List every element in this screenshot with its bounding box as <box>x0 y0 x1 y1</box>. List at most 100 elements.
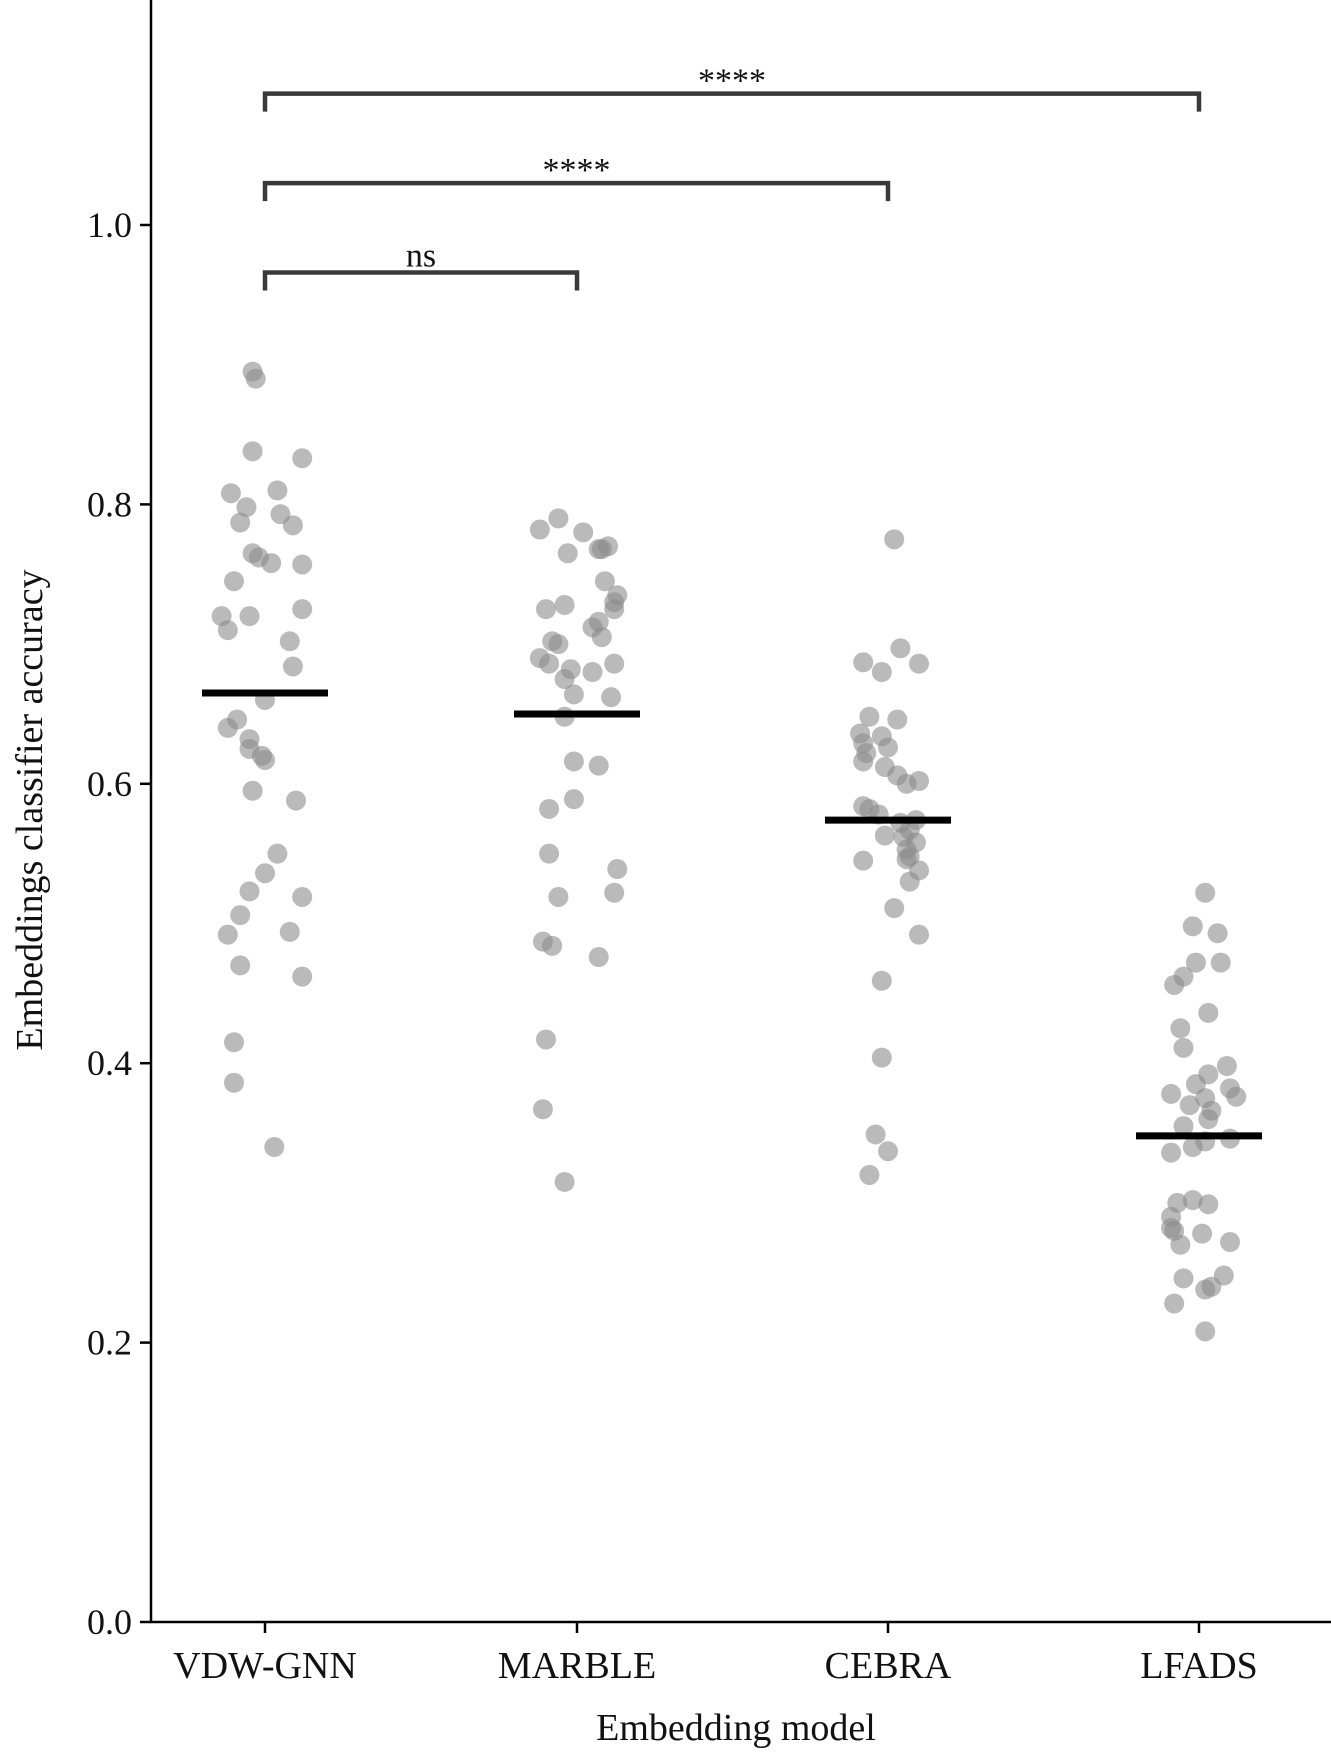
data-point <box>292 599 313 620</box>
category-label: VDW-GNN <box>173 1645 357 1687</box>
data-point <box>224 1032 244 1053</box>
data-point <box>909 924 929 945</box>
data-point <box>548 508 569 529</box>
data-point <box>604 653 625 674</box>
data-point <box>539 798 560 819</box>
data-point <box>1164 974 1185 995</box>
data-point <box>1161 1142 1182 1163</box>
data-point <box>1173 1037 1194 1058</box>
data-point <box>1220 1232 1240 1253</box>
data-point <box>230 955 251 976</box>
data-point <box>220 483 241 504</box>
data-point <box>532 1099 553 1120</box>
data-point <box>896 773 917 794</box>
data-point <box>230 512 251 533</box>
data-point <box>607 859 628 880</box>
data-point <box>224 571 244 592</box>
data-point <box>239 881 260 902</box>
data-point <box>261 553 282 574</box>
data-point <box>563 684 584 705</box>
data-point <box>267 480 288 501</box>
data-point <box>542 935 563 956</box>
data-point <box>1164 1293 1185 1314</box>
category-label: MARBLE <box>498 1645 656 1687</box>
data-point <box>563 789 584 810</box>
data-point <box>279 631 300 652</box>
significance-bracket <box>262 91 1202 112</box>
data-point <box>1198 1194 1219 1215</box>
data-point <box>853 652 874 673</box>
data-point <box>878 1141 898 1162</box>
data-point <box>242 441 263 462</box>
y-axis-ticks: 0.0 0.2 0.4 0.6 0.8 1.0 <box>87 205 151 1642</box>
data-point <box>1182 1190 1203 1211</box>
data-point <box>529 519 550 540</box>
data-point <box>217 717 238 738</box>
data-point <box>1182 916 1203 937</box>
data-point <box>230 905 251 926</box>
y-tick-label: 0.4 <box>87 1043 132 1083</box>
data-point <box>594 571 615 592</box>
data-point <box>874 825 895 846</box>
data-point <box>1198 1002 1219 1023</box>
data-point <box>255 750 275 771</box>
significance-bracket <box>262 180 891 202</box>
data-point <box>236 497 257 518</box>
data-point <box>1216 1055 1237 1076</box>
data-point <box>884 529 905 550</box>
data-point <box>604 599 625 620</box>
data-point <box>1185 952 1206 973</box>
y-axis-title: Embeddings classifier accuracy <box>9 569 51 1050</box>
data-point <box>604 882 625 903</box>
data-point <box>292 886 313 907</box>
data-point <box>279 921 300 942</box>
data-point <box>548 886 569 907</box>
data-point <box>1170 1018 1191 1039</box>
data-point <box>871 662 892 683</box>
significance-bracket <box>262 270 580 291</box>
data-point <box>217 620 238 641</box>
data-point <box>264 1137 285 1158</box>
data-point <box>871 970 892 991</box>
data-point <box>292 554 313 575</box>
data-point <box>1198 1109 1219 1130</box>
significance-label: **** <box>543 152 611 189</box>
data-point <box>871 1047 892 1068</box>
significance-label: ns <box>406 237 436 274</box>
data-point <box>292 448 313 469</box>
data-point <box>539 843 560 864</box>
data-point <box>865 1124 886 1145</box>
data-point <box>554 669 575 690</box>
data-point <box>582 662 603 683</box>
data-point <box>217 924 238 945</box>
data-point <box>1195 882 1216 903</box>
data-point <box>890 638 911 659</box>
data-point <box>554 594 575 615</box>
data-point <box>557 543 578 564</box>
significance-brackets: ns **** **** <box>262 63 1202 291</box>
data-point <box>536 599 556 620</box>
data-point <box>255 863 275 884</box>
data-point <box>1173 1116 1194 1137</box>
data-point <box>245 368 266 389</box>
data-point <box>548 634 569 655</box>
mean-lines <box>202 689 1262 1140</box>
data-points <box>211 361 1247 1342</box>
data-point <box>554 1171 575 1192</box>
data-point <box>859 706 880 727</box>
data-point <box>1226 1086 1247 1107</box>
y-tick-label: 0.6 <box>87 764 132 804</box>
data-point <box>853 751 874 772</box>
x-axis-ticks: VDW-GNN MARBLE CEBRA LFADS <box>173 1622 1258 1687</box>
data-point <box>1161 1083 1182 1104</box>
data-point <box>591 627 612 648</box>
data-point <box>282 515 303 536</box>
data-point <box>887 709 908 730</box>
data-point <box>878 737 898 758</box>
data-point <box>1195 1279 1216 1300</box>
data-point <box>588 755 609 776</box>
category-label: CEBRA <box>825 1645 952 1687</box>
data-point <box>267 843 288 864</box>
data-point <box>1182 1137 1203 1158</box>
